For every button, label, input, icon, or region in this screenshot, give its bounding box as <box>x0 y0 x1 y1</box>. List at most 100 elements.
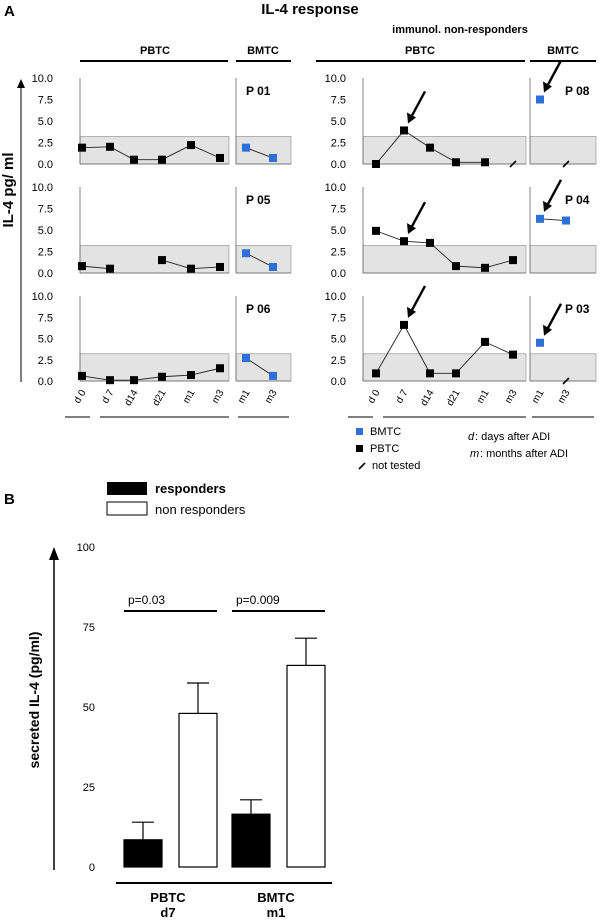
y-tick-p06: 7.5 <box>38 312 53 324</box>
y-tick-p01: 7.5 <box>38 95 53 107</box>
y-tick-p01: 2.5 <box>38 138 53 150</box>
legend-responders-swatch <box>107 482 147 495</box>
y-tick-p04: 5.0 <box>331 225 346 237</box>
x-tick-pbtc-d21: d21 <box>151 388 169 408</box>
y-tick-p04: 7.5 <box>331 204 346 216</box>
normal-range-band-p05-pbtc <box>79 245 230 274</box>
normal-range-band-p03-bmtc <box>529 353 597 382</box>
nonresponder-header: immunol. non-responders <box>392 24 528 36</box>
not-tested-mark-p08-pbtc <box>509 160 517 168</box>
y-tick-b: 50 <box>83 702 95 714</box>
series-line-p05-pbtc <box>190 266 221 270</box>
data-point-p03-pbtc-m1 <box>481 337 489 346</box>
patient-label-p03: P 03 <box>565 302 590 316</box>
series-line-p04-pbtc <box>375 230 405 242</box>
y-axis-a-label: IL-4 pg/ ml <box>0 153 17 228</box>
data-point-p06-pbtc-d14 <box>130 376 138 385</box>
pbtc-header-left: PBTC <box>140 45 170 57</box>
y-tick-p08: 7.5 <box>331 95 346 107</box>
data-point-p04-pbtc-d7 <box>400 237 408 246</box>
y-tick-p06: 2.5 <box>38 355 53 367</box>
data-point-p08-bmtc-m1 <box>536 95 544 104</box>
patient-label-p01: P 01 <box>246 84 271 98</box>
patient-label-p05: P 05 <box>246 193 271 207</box>
y-axis-a-arrowhead <box>17 79 25 88</box>
y-tick-p06: 10.0 <box>32 291 53 303</box>
data-point-p04-pbtc-d14 <box>426 238 434 247</box>
normal-range-band-p08-bmtc <box>529 136 597 165</box>
legend-not-tested-label: not tested <box>372 460 420 472</box>
data-point-p05-pbtc-m3 <box>216 262 224 271</box>
data-point-p08-pbtc-m1 <box>481 158 489 167</box>
y-tick-p05: 10.0 <box>32 182 53 194</box>
data-point-p01-pbtc-d14 <box>130 155 138 164</box>
series-line-p06-pbtc <box>190 367 221 376</box>
data-point-p05-pbtc-d21 <box>158 256 166 265</box>
data-point-p06-bmtc-m1 <box>242 354 250 363</box>
y-axis-b-arrowhead <box>49 547 59 560</box>
data-point-p06-pbtc-m3 <box>216 364 224 373</box>
y-tick-p08: 2.5 <box>331 138 346 150</box>
legend-pbtc-label: PBTC <box>370 443 399 455</box>
x-tick-pbtc-d21: d21 <box>445 388 463 408</box>
x-tick-pbtc-d7: d 7 <box>100 388 117 406</box>
y-tick-p05: 2.5 <box>38 247 53 259</box>
y-tick-p08: 5.0 <box>331 116 346 128</box>
data-point-p06-pbtc-m1 <box>187 371 195 380</box>
data-point-p05-pbtc-d7 <box>106 264 114 273</box>
y-tick-p06: 0.0 <box>38 376 53 388</box>
y-tick-p03: 5.0 <box>331 334 346 346</box>
patient-label-p08: P 08 <box>565 84 590 98</box>
x-tick-bmtc-m1: m1 <box>530 388 547 406</box>
data-point-p05-bmtc-m3 <box>269 262 277 271</box>
series-line-p04-bmtc <box>539 218 567 221</box>
y-tick-b: 75 <box>83 622 95 634</box>
group-label-top-bmtc: BMTC <box>257 890 295 905</box>
series-line-p03-pbtc <box>375 324 405 374</box>
x-tick-pbtc-m3: m3 <box>503 388 520 406</box>
highlight-arrowhead-p08-pbtc <box>407 112 416 124</box>
data-point-p04-pbtc-m1 <box>481 263 489 272</box>
legend-bmtc-marker <box>356 428 363 435</box>
bar-responders-bmtc <box>231 813 271 868</box>
data-point-p01-pbtc-d21 <box>158 155 166 164</box>
group-label-top-pbtc: PBTC <box>150 890 186 905</box>
data-point-p03-pbtc-d7 <box>400 320 408 329</box>
p-value-pbtc: p=0.03 <box>128 593 165 607</box>
y-tick-p03: 2.5 <box>331 355 346 367</box>
data-point-p03-pbtc-d14 <box>426 369 434 378</box>
legend-d-desc: : days after ADI <box>475 431 550 443</box>
x-tick-pbtc-d7: d 7 <box>394 388 411 406</box>
data-point-p01-pbtc-m3 <box>216 153 224 162</box>
series-line-p01-pbtc <box>190 144 221 159</box>
highlight-arrowhead-p04-pbtc <box>407 223 416 235</box>
group-label-bottom-bmtc: m1 <box>267 905 286 920</box>
panel-a-title: IL-4 response <box>261 1 359 18</box>
series-line-p08-pbtc <box>375 130 405 165</box>
series-line-p05-pbtc <box>81 265 111 270</box>
series-line-p01-pbtc <box>81 146 111 149</box>
patient-label-p06: P 06 <box>246 302 271 316</box>
not-tested-mark-p03-bmtc <box>562 377 570 385</box>
y-tick-p03: 10.0 <box>325 291 346 303</box>
pbtc-header-right: PBTC <box>405 45 435 57</box>
series-line-p04-pbtc <box>484 259 514 269</box>
highlight-arrowhead-p03-bmtc <box>543 324 552 336</box>
y-tick-p04: 2.5 <box>331 247 346 259</box>
highlight-arrow-p03-bmtc <box>545 303 563 331</box>
x-tick-pbtc-d14: d14 <box>123 388 141 408</box>
data-point-p01-pbtc-m1 <box>187 141 195 150</box>
bmtc-header-right: BMTC <box>547 45 579 57</box>
highlight-arrowhead-p08-bmtc <box>543 81 552 93</box>
y-tick-p03: 0.0 <box>331 376 346 388</box>
legend-bmtc-label: BMTC <box>370 426 401 438</box>
x-tick-bmtc-m1: m1 <box>236 388 253 406</box>
legend-not-tested-mark <box>358 462 366 470</box>
series-line-p04-pbtc <box>455 265 486 269</box>
y-tick-p04: 0.0 <box>331 268 346 280</box>
normal-range-band-p03-pbtc <box>362 353 527 382</box>
data-point-p06-pbtc-d21 <box>158 372 166 381</box>
y-tick-p03: 7.5 <box>331 312 346 324</box>
